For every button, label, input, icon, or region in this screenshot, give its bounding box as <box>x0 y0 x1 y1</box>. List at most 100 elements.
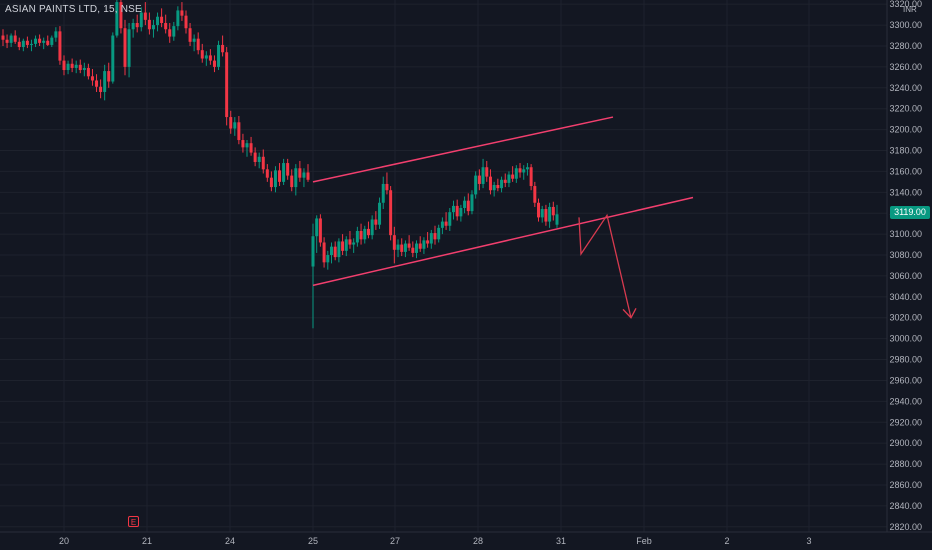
y-tick-label: 3100.00 <box>889 229 922 239</box>
candle-body <box>306 172 310 180</box>
y-tick-label: 2940.00 <box>889 396 922 406</box>
candle-body <box>444 221 448 226</box>
candle-body <box>13 35 17 42</box>
currency-label: INR <box>903 5 917 14</box>
candle-body <box>381 183 385 203</box>
candle-body <box>337 241 341 258</box>
candle-body <box>433 233 437 240</box>
candle-body <box>507 174 511 183</box>
candle-body <box>25 40 29 45</box>
candle-body <box>111 35 115 82</box>
candle-body <box>192 38 196 42</box>
y-tick-label: 3180.00 <box>889 146 922 156</box>
candle-body <box>298 168 302 178</box>
candle-body <box>139 12 143 28</box>
candle-body <box>107 71 111 82</box>
y-tick-label: 2920.00 <box>889 417 922 427</box>
candle-body <box>481 167 485 184</box>
candle-body <box>225 52 229 118</box>
candle-body <box>135 22 139 28</box>
candle-body <box>241 140 245 148</box>
x-tick-label: Feb <box>636 536 652 546</box>
candle-body <box>86 67 90 77</box>
candle-body <box>514 168 518 179</box>
candle-body <box>302 172 306 178</box>
candle-body <box>318 218 322 243</box>
y-tick-label: 2960.00 <box>889 375 922 385</box>
candle-body <box>522 169 526 173</box>
candle-body <box>503 179 507 183</box>
candle-body <box>9 35 13 43</box>
candle-body <box>233 122 237 129</box>
candle-body <box>374 219 378 225</box>
candle-body <box>326 255 330 263</box>
candle-body <box>265 169 269 178</box>
upper-channel-line <box>312 116 614 183</box>
candle-body <box>429 233 433 244</box>
candle-body <box>204 55 208 59</box>
candle-body <box>208 55 212 61</box>
x-tick-label: 2 <box>724 536 729 546</box>
candle-body <box>378 202 382 225</box>
candle-body <box>21 40 25 48</box>
candle-body <box>1 35 5 40</box>
y-tick-label: 3140.00 <box>889 187 922 197</box>
candle-body <box>422 240 426 249</box>
y-tick-label: 2840.00 <box>889 501 922 511</box>
candle-body <box>341 241 345 251</box>
candle-body <box>407 243 411 248</box>
candle-body <box>415 243 419 253</box>
candle-body <box>474 175 478 195</box>
drawings[interactable] <box>312 116 694 319</box>
x-axis[interactable]: 20 21 24 25 27 28 31 Feb 2 3 <box>59 536 812 546</box>
earnings-marker-icon[interactable]: E <box>128 516 139 527</box>
candle-body <box>5 39 9 43</box>
candle-body <box>533 186 537 203</box>
candle-body <box>363 228 367 240</box>
candle-body <box>448 212 452 226</box>
candle-body <box>329 246 333 256</box>
y-tick-label: 2860.00 <box>889 480 922 490</box>
candle-body <box>103 71 107 92</box>
y-tick-label: 3200.00 <box>889 125 922 135</box>
y-tick-label: 3320.00 <box>889 0 922 9</box>
candle-body <box>156 16 160 26</box>
y-tick-label: 3300.00 <box>889 20 922 30</box>
candle-body <box>333 246 337 258</box>
candle-body <box>143 12 147 20</box>
candle-body <box>396 244 400 250</box>
projection-path <box>578 213 632 318</box>
candlesticks[interactable] <box>1 0 559 329</box>
candle-body <box>253 152 257 163</box>
candle-body <box>78 64 82 71</box>
y-tick-label: 3260.00 <box>889 62 922 72</box>
candle-body <box>315 218 319 237</box>
candle-body <box>99 86 103 92</box>
candle-body <box>46 40 50 45</box>
candle-body <box>95 80 99 87</box>
candle-body <box>90 76 94 81</box>
candle-body <box>418 243 422 249</box>
candle-body <box>470 194 474 212</box>
candle-body <box>184 15 188 29</box>
y-tick-label: 2900.00 <box>889 438 922 448</box>
candle-body <box>131 22 135 30</box>
candle-body <box>359 230 363 240</box>
candle-body <box>411 247 415 253</box>
y-tick-label: 2980.00 <box>889 355 922 365</box>
candle-body <box>437 227 441 240</box>
candle-body <box>485 167 489 177</box>
candle-body <box>455 205 459 217</box>
candle-body <box>322 242 326 263</box>
candle-body <box>147 19 151 30</box>
candle-body <box>403 243 407 252</box>
candle-body <box>492 184 496 191</box>
candle-body <box>348 239 352 245</box>
candle-body <box>540 209 544 218</box>
x-tick-label: 24 <box>225 536 235 546</box>
candle-body <box>50 37 54 45</box>
candle-body <box>17 41 21 48</box>
x-tick-label: 21 <box>142 536 152 546</box>
